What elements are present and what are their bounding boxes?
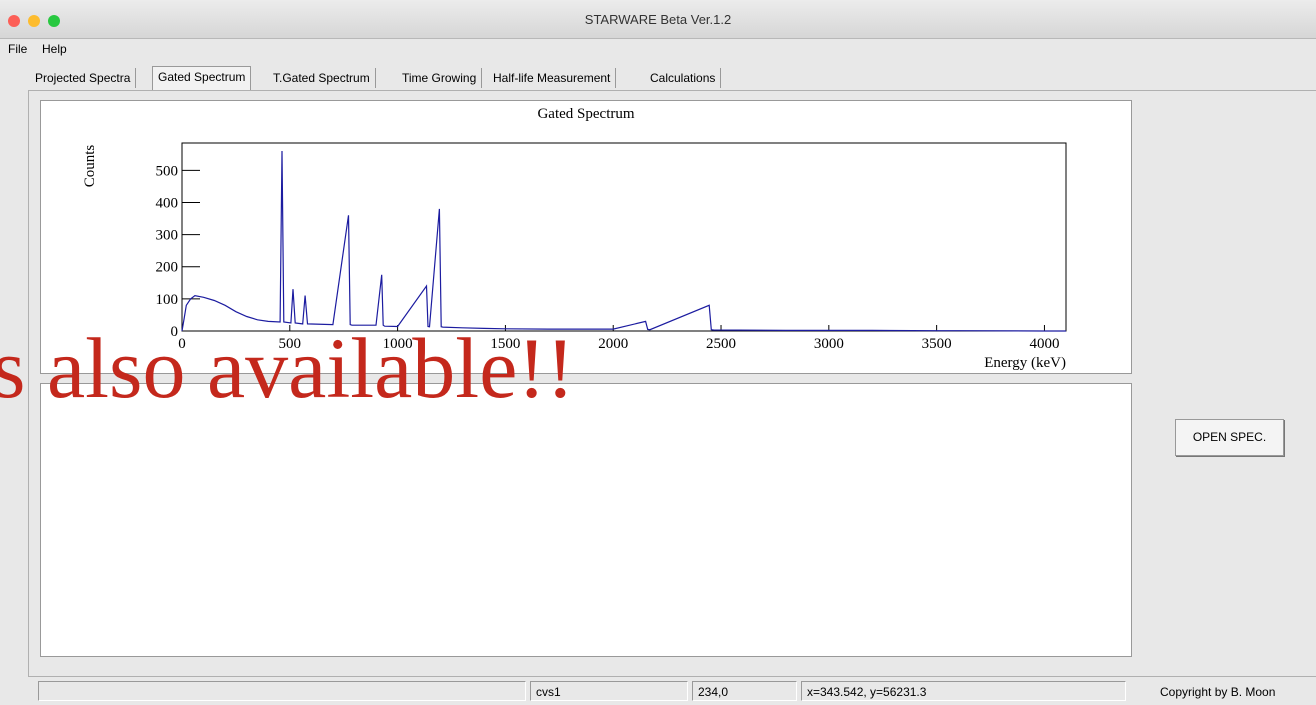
y-axis-label: Counts [82,145,98,188]
tab[interactable]: Half-life Measurement [488,68,617,88]
y-tick-label: 400 [156,195,179,211]
status-field: 234,0 [692,681,797,701]
x-tick-label: 0 [178,336,186,352]
tab[interactable]: Calculations [645,68,722,88]
title-bar: STARWARE Beta Ver.1.2 [0,0,1316,39]
open-spec-button[interactable]: OPEN SPEC. [1175,419,1284,456]
minimize-button[interactable] [28,15,40,27]
canvas-pad [40,383,1132,657]
x-tick-label: 1000 [383,336,413,352]
tab[interactable]: T.Gated Spectrum [268,68,376,88]
x-tick-label: 3000 [814,336,844,352]
y-tick-label: 200 [156,260,179,276]
status-field: cvs1 [530,681,688,701]
tab[interactable]: Gated Spectrum [152,66,252,91]
spectrum-line [181,150,1066,332]
x-tick-label: 3500 [922,336,952,352]
status-field: x=343.542, y=56231.3 [801,681,1126,701]
tab[interactable]: Time Growing [397,68,483,88]
x-tick-label: 2500 [706,336,736,352]
y-tick-label: 500 [156,163,179,179]
close-button[interactable] [8,15,20,27]
y-tick-label: 0 [171,324,179,340]
overlay-caption: s also available!! [0,320,575,416]
tab[interactable]: Projected Spectra [30,68,137,88]
y-tick-label: 300 [156,228,179,244]
menu-item[interactable]: File [8,42,28,56]
chart-title: Gated Spectrum [537,106,634,122]
zoom-button[interactable] [48,15,60,27]
copyright: Copyright by B. Moon [1160,685,1276,699]
x-tick-label: 4000 [1029,336,1059,352]
canvas-pad: Gated Spectrum Counts Energy (keV) 0 100 2… [40,100,1132,374]
x-tick-label: 500 [279,336,302,352]
x-axis-label: Energy (keV) [984,355,1066,371]
chart: Gated Spectrum Counts Energy (keV) 0 100 2… [82,106,1067,371]
status-field [38,681,526,701]
x-tick-label: 1500 [490,336,520,352]
x-tick-label: 2000 [598,336,628,352]
menu-item[interactable]: Help [42,42,67,56]
y-tick-label: 100 [156,292,179,308]
window-title: STARWARE Beta Ver.1.2 [584,12,732,27]
plot-frame [181,142,1067,332]
